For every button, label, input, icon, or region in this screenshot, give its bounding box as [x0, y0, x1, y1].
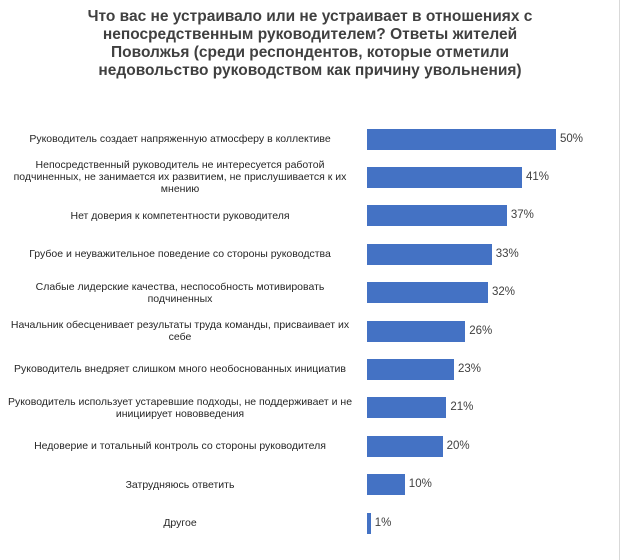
value-label: 20%: [446, 439, 470, 452]
category-label: Нет доверия к компетентности руководител…: [70, 209, 290, 222]
bar: [367, 358, 454, 380]
category-label: Другое: [163, 517, 197, 529]
category-label: Грубое и неуважительное поведение со сто…: [29, 248, 331, 261]
category-label: Начальник обесценивает результаты труда …: [10, 319, 350, 343]
category-label: Руководитель использует устаревшие подхо…: [7, 395, 353, 420]
bar: [367, 166, 522, 188]
chart-title: Что вас не устраивало или не устраивает …: [87, 8, 533, 79]
bar: [367, 282, 488, 304]
value-label: 33%: [495, 247, 519, 260]
value-label: 41%: [525, 170, 549, 183]
category-label: Затрудняюсь ответить: [125, 478, 235, 491]
bar: [367, 320, 466, 342]
value-label: 21%: [450, 401, 474, 414]
category-label: Недоверие и тотальный контроль со сторон…: [34, 440, 326, 453]
bar: [367, 435, 443, 457]
bar: [367, 474, 405, 496]
bar: [367, 512, 371, 534]
category-label: Слабые лидерские качества, неспособность…: [35, 280, 325, 305]
value-label: 32%: [491, 286, 515, 299]
value-label: 26%: [469, 324, 493, 337]
bar: [367, 128, 556, 150]
bar: [367, 205, 507, 227]
category-label: Непосредственный руководитель не интерес…: [13, 159, 347, 196]
value-label: 50%: [560, 132, 584, 145]
value-label: 23%: [457, 362, 481, 375]
category-label: Руководитель внедряет слишком много необ…: [14, 363, 346, 376]
bar: [367, 397, 447, 419]
value-label: 37%: [510, 209, 534, 222]
category-label: Руководитель создает напряженную атмосфе…: [29, 133, 331, 145]
value-label: 1%: [374, 516, 392, 529]
bar: [367, 243, 492, 265]
value-label: 10%: [408, 478, 432, 491]
